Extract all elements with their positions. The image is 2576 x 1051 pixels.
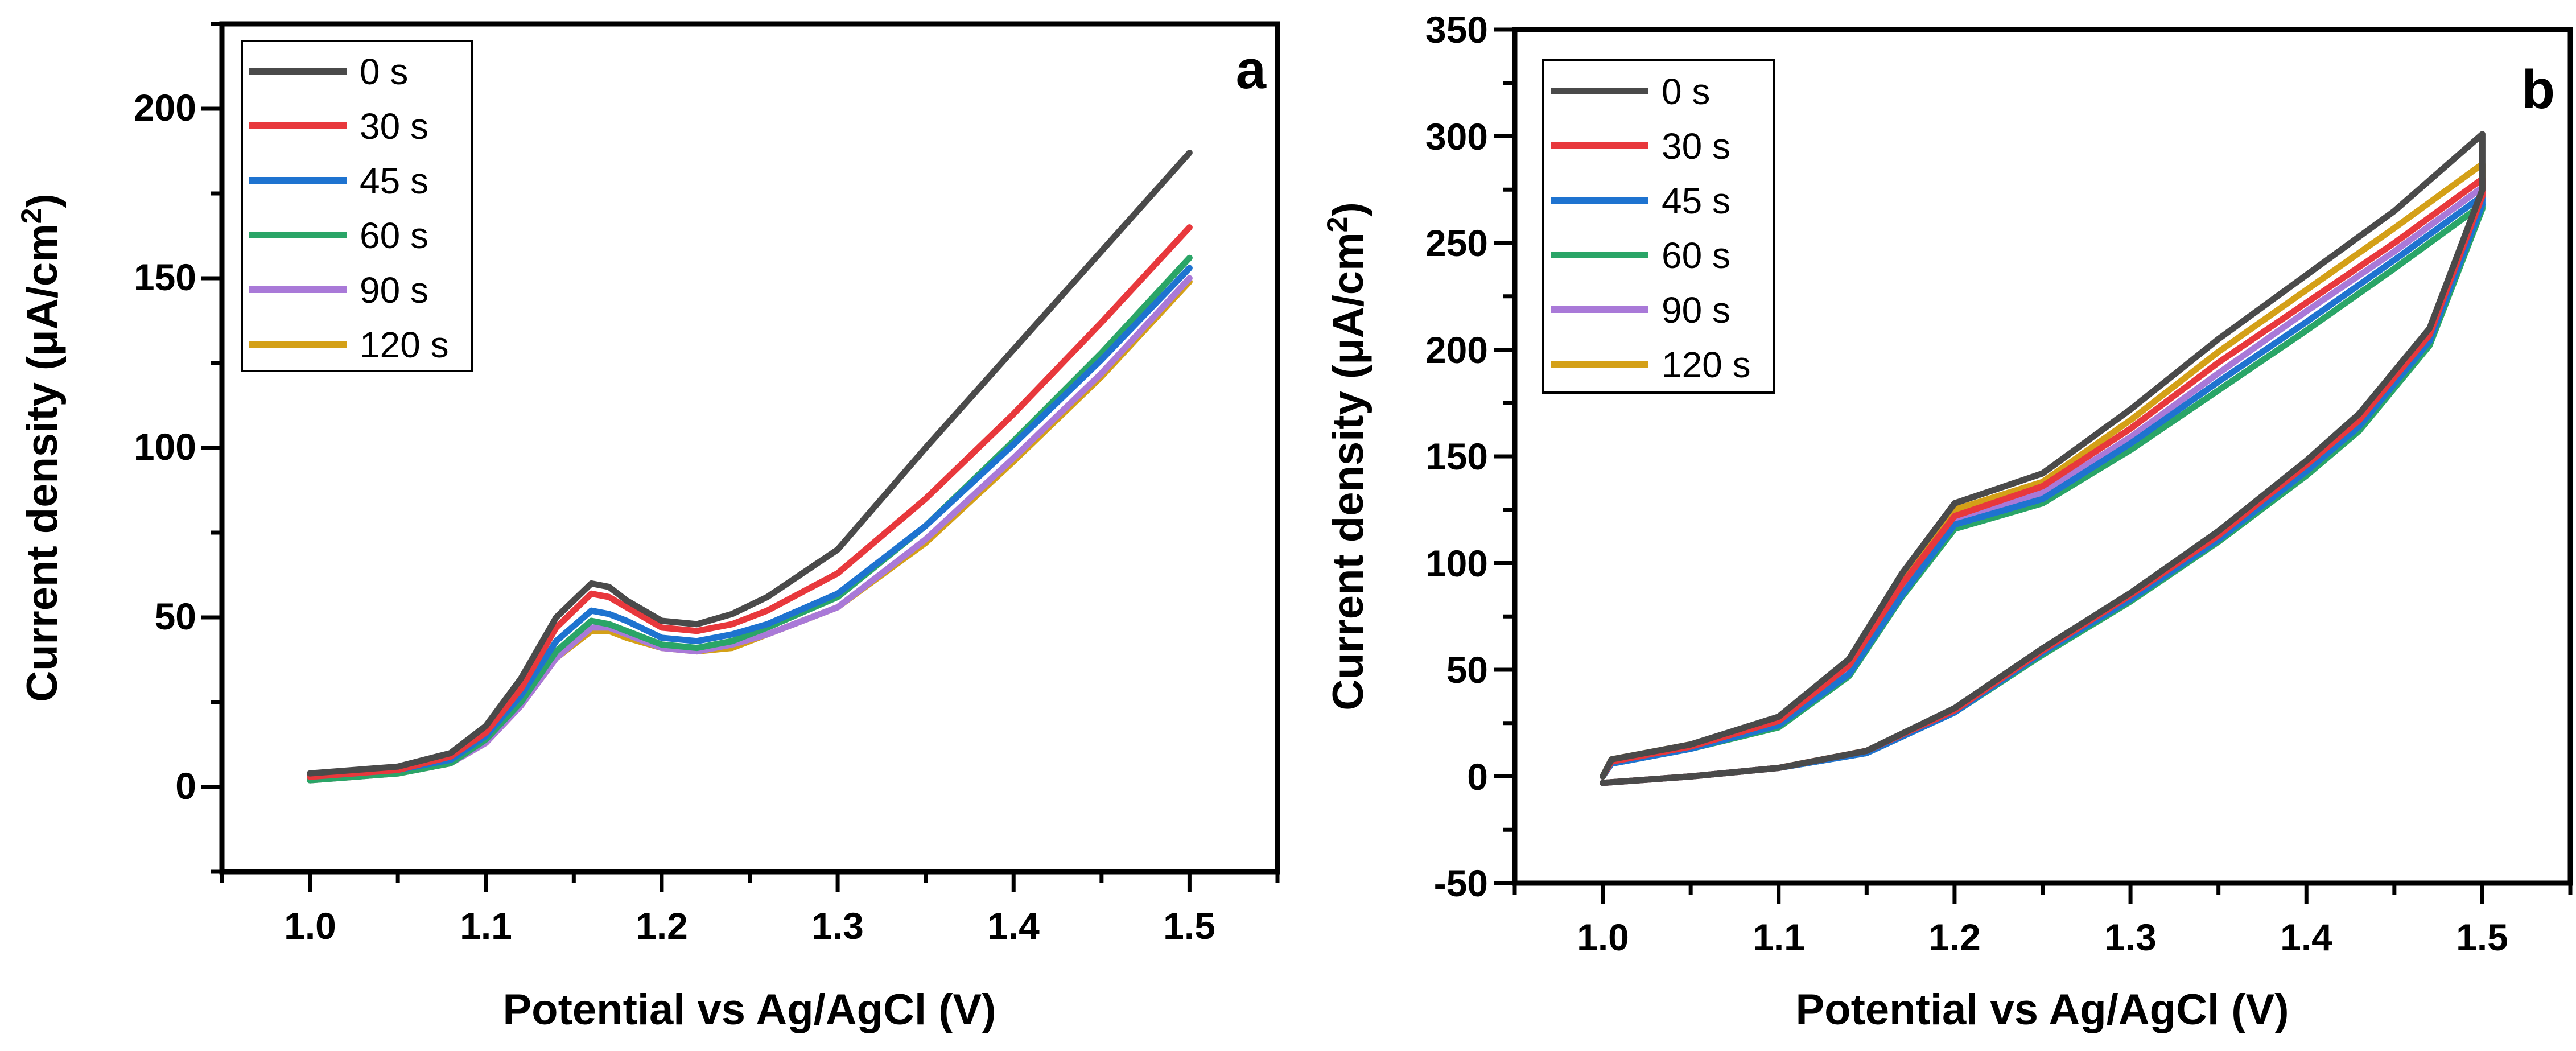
x-axis-title: Potential vs Ag/AgCl (V)	[1795, 986, 2289, 1034]
ytick-label: 50	[1446, 649, 1488, 691]
ytick-label: 150	[134, 256, 196, 298]
panel-a: 0 50 100 150 200 1.0 1.1 1.2 1.3 1.4 1.5…	[15, 21, 1280, 1034]
panel-label-a: a	[1236, 39, 1267, 100]
legend-label-120s: 120 s	[1662, 344, 1751, 385]
ytick-label: 100	[1425, 542, 1488, 584]
y-axis-title: Current density (μA/cm2)	[1321, 202, 1373, 711]
xtick-label: 1.5	[2456, 916, 2508, 958]
series-line-b-0s	[1600, 131, 2486, 786]
legend-label-90s: 90 s	[1662, 290, 1730, 331]
ytick-label: 0	[1467, 756, 1488, 798]
ytick-label: 250	[1425, 222, 1488, 264]
x-axis-title: Potential vs Ag/AgCl (V)	[502, 986, 996, 1034]
xtick-label: 1.4	[2280, 916, 2332, 958]
y-axis-title: Current density (μA/cm2)	[15, 193, 67, 702]
ytick-label: 200	[1425, 329, 1488, 371]
ytick-label: 100	[134, 426, 196, 468]
legend-label-0s: 0 s	[360, 51, 408, 92]
legend-a: 0 s 30 s 45 s 60 s 90 s 120 s	[241, 40, 473, 372]
xtick-label: 1.3	[2104, 916, 2157, 958]
xtick-label: 1.0	[1577, 916, 1629, 958]
ytick-label: 350	[1425, 9, 1488, 51]
legend-label-30s: 30 s	[1662, 126, 1730, 167]
legend-label-45s: 45 s	[1662, 180, 1730, 221]
series-group-a	[307, 150, 1193, 784]
legend-label-60s: 60 s	[360, 215, 428, 256]
series-line-a-0s	[307, 150, 1193, 777]
legend-label-0s: 0 s	[1662, 71, 1710, 112]
panel-label-b: b	[2521, 59, 2555, 120]
ytick-label: 50	[155, 595, 196, 637]
panel-b: -50 0 50 100 150 200 250 300 350 1.0 1.1…	[1321, 9, 2573, 1034]
ytick-label: -50	[1434, 862, 1488, 904]
xtick-label: 1.3	[811, 905, 864, 947]
legend-label-45s: 45 s	[360, 160, 428, 201]
ticks-b	[1494, 27, 2573, 904]
xtick-label: 1.2	[1928, 916, 1981, 958]
xtick-label: 1.1	[1753, 916, 1805, 958]
xtick-label: 1.1	[460, 905, 512, 947]
legend-label-90s: 90 s	[360, 270, 428, 311]
ticks-a	[201, 22, 1280, 892]
legend-label-60s: 60 s	[1662, 235, 1730, 276]
xtick-label: 1.4	[987, 905, 1040, 947]
legend-b: 0 s 30 s 45 s 60 s 90 s 120 s	[1542, 59, 1775, 394]
legend-label-30s: 30 s	[360, 106, 428, 147]
ytick-label: 200	[134, 86, 196, 129]
xtick-label: 1.5	[1163, 905, 1215, 947]
xtick-label: 1.0	[284, 905, 336, 947]
legend-box-b	[1542, 59, 1775, 394]
series-line-a-30s	[307, 224, 1193, 780]
series-group-b	[1600, 131, 2486, 786]
xtick-label: 1.2	[636, 905, 688, 947]
ytick-label: 300	[1425, 116, 1488, 158]
legend-label-120s: 120 s	[360, 324, 449, 365]
ytick-label: 0	[175, 765, 196, 807]
ytick-label: 150	[1425, 435, 1488, 477]
legend-box-a	[241, 40, 473, 372]
